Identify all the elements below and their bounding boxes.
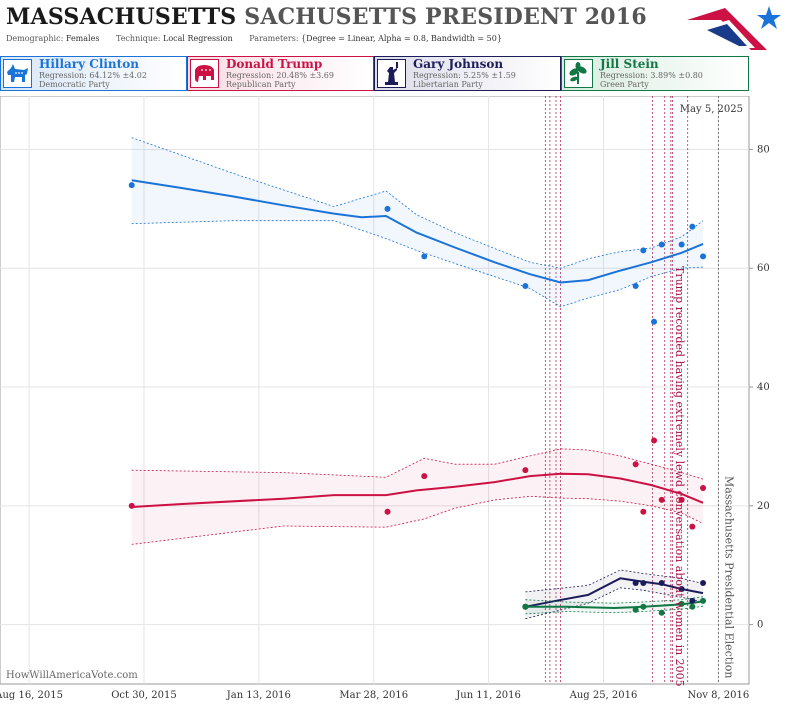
trend-line [131, 472, 704, 508]
candidate-regression: Regression: 3.89% ±0.80 [600, 71, 703, 80]
poll-point [700, 580, 707, 587]
technique-value: Local Regression [163, 34, 233, 43]
watermark: HowWillAmericaVote.com [6, 670, 138, 681]
chart-title: MASSACHUSETTS SACHUSETTS PRESIDENT 2016 [6, 4, 647, 30]
x-tick-label: Aug 16, 2015 [0, 690, 63, 701]
liberty-statue-icon [377, 59, 406, 88]
poll-point [384, 508, 391, 515]
candidate-card-johnson: Gary Johnson Regression: 5.25% ±1.59 Lib… [374, 56, 561, 91]
poll-point [640, 580, 647, 587]
poll-point [640, 508, 647, 515]
y-tick-label: 60 [757, 263, 770, 274]
title-state: MASSACHUSETTS [6, 4, 237, 30]
poll-point [640, 247, 647, 254]
poll-point [658, 609, 665, 616]
poll-point [128, 502, 135, 509]
confidence-band [131, 137, 703, 307]
poll-point [689, 223, 696, 230]
demographic-key: Demographic: [6, 34, 64, 43]
poll-point [640, 603, 647, 610]
candidate-name: Donald Trump [226, 57, 323, 71]
plot-area [0, 96, 750, 685]
poll-point [658, 496, 665, 503]
poll-point [678, 585, 685, 592]
poll-point [651, 318, 658, 325]
y-tick-label: 40 [757, 382, 770, 393]
candidate-legend: Hillary Clinton Regression: 64.12% ±4.02… [0, 56, 789, 92]
y-tick-label: 80 [757, 144, 770, 155]
poll-point [651, 437, 658, 444]
poll-point [421, 473, 428, 480]
plant-icon [564, 59, 593, 88]
parameters-key: Parameters: [249, 34, 299, 43]
poll-point [700, 485, 707, 491]
candidate-party: Green Party [600, 80, 649, 89]
poll-point [522, 467, 529, 474]
candidate-name: Jill Stein [600, 57, 659, 71]
poll-point [689, 603, 696, 610]
trend-line [525, 600, 704, 610]
x-tick-label: Jan 13, 2016 [226, 690, 291, 701]
chart-header: MASSACHUSETTS SACHUSETTS PRESIDENT 2016 … [0, 0, 789, 56]
poll-point [632, 580, 639, 587]
parameters-line: Demographic: Females Technique: Local Re… [6, 34, 502, 43]
confidence-lower-line [131, 495, 704, 545]
poll-point [689, 523, 696, 530]
confidence-band [131, 448, 703, 545]
poll-point [658, 241, 665, 248]
x-tick-label: Nov 8, 2016 [687, 690, 749, 701]
event-label: Trump recorded having extremely lewd con… [673, 266, 686, 687]
elephant-icon [190, 59, 219, 88]
site-logo-icon [687, 6, 781, 50]
poll-point [384, 205, 391, 212]
candidate-name: Hillary Clinton [39, 57, 139, 71]
parameters-value: {Degree = Linear, Alpha = 0.8, Bandwidth… [301, 34, 502, 43]
confidence-upper-line [131, 137, 704, 269]
candidate-party: Democratic Party [39, 80, 110, 89]
poll-chart: Trump recorded having extremely lewd con… [0, 96, 770, 701]
poll-point [128, 182, 135, 189]
trend-line [131, 179, 704, 284]
poll-point [678, 600, 685, 607]
poll-point [522, 283, 529, 290]
candidate-card-stein: Jill Stein Regression: 3.89% ±0.80 Green… [561, 56, 749, 91]
candidate-party: Libertarian Party [413, 80, 483, 89]
poll-point [700, 597, 707, 604]
poll-point [658, 580, 665, 587]
y-tick-label: 20 [757, 501, 770, 512]
technique-key: Technique: [115, 34, 161, 43]
trend-line [525, 577, 704, 608]
poll-point [678, 241, 685, 248]
poll-point [678, 496, 685, 503]
demographic-value: Females [65, 34, 100, 43]
candidate-card-trump: Donald Trump Regression: 20.48% ±3.69 Re… [187, 56, 374, 91]
poll-point [700, 253, 707, 260]
x-tick-label: Oct 30, 2015 [111, 690, 177, 701]
candidate-name: Gary Johnson [413, 57, 504, 71]
confidence-band [525, 596, 703, 614]
poll-point [522, 603, 529, 610]
y-tick-label: 0 [757, 620, 763, 631]
candidate-card-clinton: Hillary Clinton Regression: 64.12% ±4.02… [0, 56, 187, 91]
poll-point [632, 283, 639, 290]
event-label: Massachusetts Presidential Election [722, 476, 735, 678]
confidence-upper-line [131, 448, 704, 480]
confidence-upper-line [525, 569, 704, 593]
confidence-lower-line [525, 587, 704, 620]
candidate-regression: Regression: 20.48% ±3.69 [226, 71, 334, 80]
date-label: May 5, 2025 [680, 104, 743, 115]
candidate-party: Republican Party [226, 80, 296, 89]
donkey-icon [3, 59, 32, 88]
poll-point [632, 461, 639, 468]
poll-point [421, 253, 428, 260]
x-tick-label: Aug 25, 2016 [569, 690, 638, 701]
title-race: SACHUSETTS PRESIDENT 2016 [244, 4, 647, 30]
candidate-regression: Regression: 5.25% ±1.59 [413, 71, 516, 80]
x-tick-label: Jun 11, 2016 [455, 690, 521, 701]
poll-point [632, 606, 639, 613]
poll-point [689, 597, 696, 604]
candidate-regression: Regression: 64.12% ±4.02 [39, 71, 147, 80]
x-tick-label: Mar 28, 2016 [339, 690, 408, 701]
